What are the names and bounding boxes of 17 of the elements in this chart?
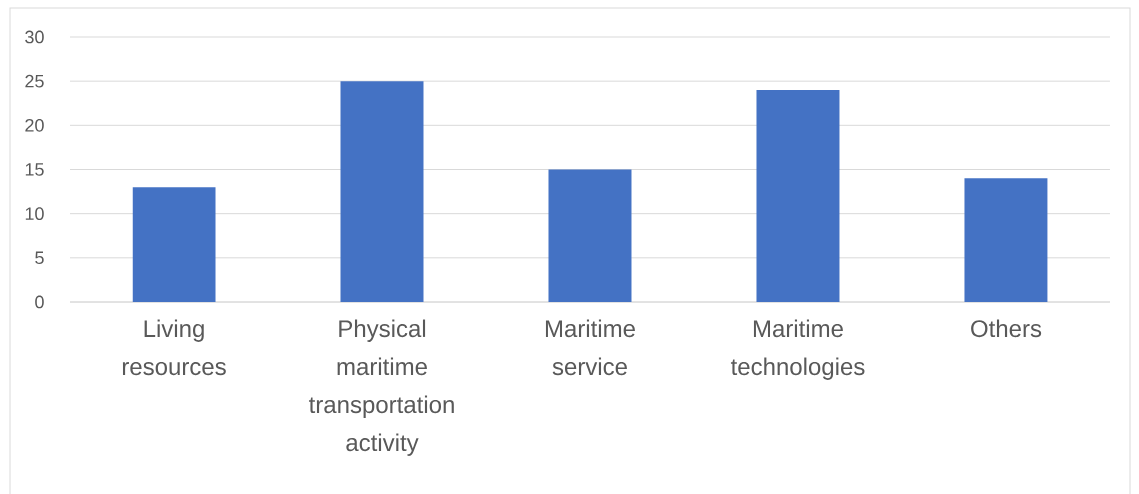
bar [964, 178, 1048, 302]
x-tick-label: Others [971, 319, 1042, 338]
y-tick-label: 0 [35, 295, 44, 309]
bar [548, 169, 632, 302]
x-tick-label: Physical maritime transportation activity [308, 319, 454, 456]
y-tick-label: 15 [25, 163, 44, 176]
x-tick-label: Living resources [122, 319, 226, 376]
y-tick-label: 20 [25, 118, 44, 132]
bar [340, 81, 424, 302]
x-tick-label: Maritime service [545, 319, 635, 376]
bar [756, 89, 840, 302]
bar [132, 187, 216, 302]
y-tick-label: 10 [25, 207, 44, 221]
y-tick-label: 25 [25, 74, 44, 88]
y-tick-label: 5 [35, 251, 44, 265]
x-tick-label: Maritime technologies [730, 319, 865, 380]
y-tick-label: 30 [25, 30, 44, 44]
